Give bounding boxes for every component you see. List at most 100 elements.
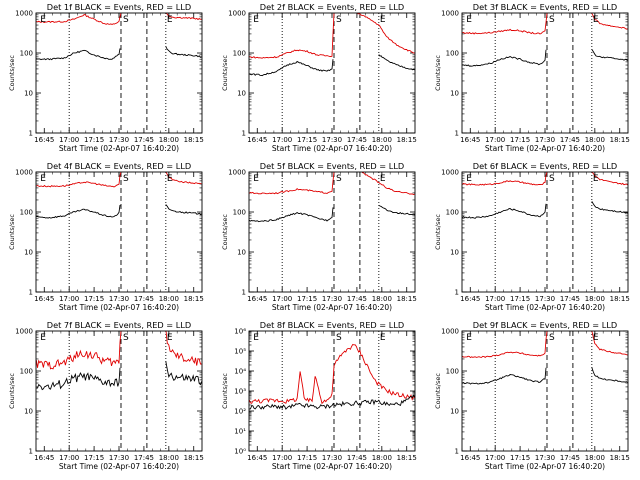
events-series-line-1	[462, 367, 547, 385]
series-group	[36, 172, 202, 219]
lld-series-line-2	[361, 172, 415, 195]
panel-title: Det 9f BLACK = Events, RED = LLD	[473, 320, 617, 330]
lld-series-line-2	[165, 331, 202, 366]
x-tick-label: 17:45	[347, 295, 367, 303]
x-tick-label: 17:15	[510, 136, 530, 144]
y-tick-label: 10⁰	[234, 448, 246, 456]
y-axis-label: Counts/sec	[8, 214, 16, 250]
x-tick-label: 18:15	[184, 454, 204, 462]
x-axis-label: Start Time (02-Apr-07 16:40:20)	[59, 144, 179, 153]
x-tick-label: 17:00	[485, 454, 505, 462]
y-tick-label: 1	[242, 289, 246, 297]
lld-series-line-2	[591, 172, 628, 186]
y-tick-label: 100	[20, 368, 33, 376]
marker-label: E	[167, 174, 173, 184]
y-tick-label: 1000	[15, 169, 33, 177]
x-tick-label: 17:15	[84, 295, 104, 303]
marker-label: E	[40, 15, 46, 25]
events-series-line-1	[249, 394, 415, 410]
x-tick-label: 17:30	[109, 136, 129, 144]
events-series-line-3	[165, 46, 202, 58]
marker-label: E	[593, 15, 599, 25]
marker-label: S	[123, 333, 129, 343]
marker-label: E	[253, 15, 259, 25]
marker-label: E	[466, 15, 472, 25]
series-group	[462, 13, 628, 67]
events-series-line-1	[462, 49, 547, 67]
x-tick-label: 18:00	[585, 136, 605, 144]
x-tick-label: 18:15	[184, 295, 204, 303]
y-tick-label: 1	[29, 289, 33, 297]
marker-label: S	[336, 174, 342, 184]
marker-label: S	[123, 174, 129, 184]
x-tick-label: 17:30	[535, 136, 555, 144]
x-tick-label: 17:30	[109, 295, 129, 303]
y-axis-label: Counts/sec	[434, 373, 442, 409]
y-tick-label: 10²	[234, 408, 246, 416]
y-axis-label: Counts/sec	[8, 373, 16, 409]
y-tick-label: 10⁵	[234, 348, 246, 356]
detector-panel-2: Det 2f BLACK = Events, RED = LLD Counts/s…	[221, 2, 417, 153]
events-series-line-3	[591, 201, 628, 214]
y-tick-label: 10³	[234, 388, 246, 396]
events-series-line-3	[378, 54, 415, 71]
x-tick-label: 17:30	[109, 454, 129, 462]
y-tick-label: 10⁴	[234, 368, 246, 376]
x-tick-label: 17:30	[535, 295, 555, 303]
plot-frame	[35, 12, 203, 134]
lld-series-line-0	[249, 172, 335, 195]
plot-frame	[461, 12, 629, 134]
detector-panel-4: Det 4f BLACK = Events, RED = LLD Counts/s…	[8, 161, 204, 312]
x-tick-label: 17:00	[272, 136, 292, 144]
x-tick-label: 18:00	[585, 454, 605, 462]
events-series-line-1	[462, 203, 547, 219]
x-tick-label: 17:00	[272, 295, 292, 303]
events-series-line-3	[591, 49, 628, 61]
marker-label: S	[549, 15, 555, 25]
detector-panel-8: Det 8f BLACK = Events, RED = LLD Counts/s…	[221, 320, 417, 471]
marker-label: S	[549, 174, 555, 184]
marker-label: E	[40, 174, 46, 184]
marker-label: E	[40, 333, 46, 343]
y-tick-label: 100	[446, 209, 459, 217]
events-series-line-3	[165, 361, 202, 386]
x-tick-label: 18:15	[397, 295, 417, 303]
marker-label: E	[167, 15, 173, 25]
series-group	[36, 13, 202, 61]
x-tick-label: 17:45	[347, 454, 367, 462]
y-tick-label: 10	[237, 90, 246, 98]
x-tick-label: 18:15	[610, 136, 630, 144]
series-group	[249, 13, 415, 77]
marker-label: E	[253, 333, 259, 343]
marker-label: S	[549, 333, 555, 343]
x-tick-label: 16:45	[34, 295, 54, 303]
x-tick-label: 17:30	[322, 136, 342, 144]
events-series-line-3	[165, 204, 202, 216]
marker-label: E	[593, 174, 599, 184]
detector-panel-7: Det 7f BLACK = Events, RED = LLD Counts/s…	[8, 320, 204, 471]
series-group	[462, 331, 628, 385]
y-tick-label: 1000	[15, 10, 33, 18]
panel-title: Det 1f BLACK = Events, RED = LLD	[47, 2, 191, 12]
x-tick-label: 18:00	[585, 295, 605, 303]
x-tick-label: 18:00	[372, 454, 392, 462]
lld-series-line-2	[165, 13, 202, 21]
x-tick-label: 16:45	[247, 454, 267, 462]
panel-title: Det 8f BLACK = Events, RED = LLD	[260, 320, 404, 330]
y-tick-label: 10	[24, 249, 33, 257]
events-series-line-1	[249, 59, 334, 77]
x-tick-label: 16:45	[247, 295, 267, 303]
lld-series-line-0	[462, 172, 548, 186]
lld-series-line-2	[165, 172, 202, 185]
x-tick-label: 17:30	[322, 295, 342, 303]
x-tick-label: 18:15	[184, 136, 204, 144]
y-tick-label: 1	[455, 130, 459, 138]
y-tick-label: 1	[455, 289, 459, 297]
series-group	[462, 172, 628, 219]
marker-label: S	[336, 333, 342, 343]
y-tick-label: 10	[24, 408, 33, 416]
plot-frame	[248, 330, 416, 452]
y-tick-label: 100	[20, 50, 33, 58]
y-axis-label: Counts/sec	[8, 55, 16, 91]
x-tick-label: 17:15	[510, 295, 530, 303]
